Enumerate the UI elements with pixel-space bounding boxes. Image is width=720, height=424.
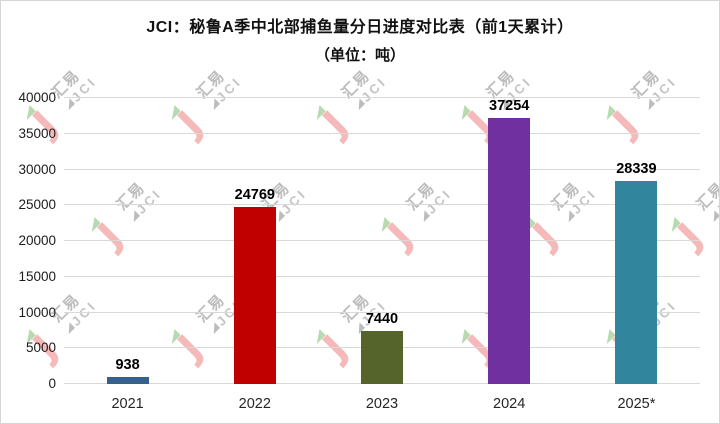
y-tick-label: 25000	[18, 197, 56, 213]
gridline	[64, 132, 700, 134]
y-tick-label: 5000	[25, 340, 56, 356]
y-tick-label: 35000	[18, 125, 56, 141]
gridline	[64, 168, 700, 170]
data-label-2023: 7440	[365, 310, 399, 327]
x-tick-label-2024: 2024	[493, 396, 526, 412]
y-tick-label: 20000	[18, 233, 56, 248]
bar-2022	[233, 206, 276, 384]
x-tick-label-2025*: 2025*	[617, 396, 656, 412]
bar-2023	[361, 330, 403, 384]
bar-2021	[106, 377, 149, 384]
bar-2024	[488, 117, 531, 384]
y-tick-label: 15000	[18, 268, 56, 284]
watermark-en-text: JCI	[706, 186, 720, 225]
x-tick-label-2023: 2023	[365, 396, 399, 412]
gridline	[64, 311, 700, 313]
y-tick-label: 40000	[18, 90, 56, 105]
y-tick-label: 0	[48, 376, 56, 391]
y-tick-label: 10000	[18, 304, 56, 320]
green-accent-icon	[20, 105, 36, 121]
data-label-2022: 24769	[234, 186, 275, 203]
data-label-2025*: 28339	[616, 161, 657, 178]
gridline	[64, 97, 700, 98]
gridline	[64, 204, 700, 206]
chart-title: JCI：秘鲁A季中北部捕鱼量分日进度对比表（前1天累计）	[146, 19, 574, 36]
x-tick-label-2021: 2021	[111, 396, 144, 412]
x-tick-label-2022: 2022	[238, 396, 271, 412]
gridline	[64, 240, 700, 241]
bar-2025*	[615, 181, 658, 384]
arrow-icon	[708, 210, 720, 222]
data-label-2021: 938	[115, 357, 140, 374]
gridline	[64, 275, 700, 277]
y-tick-label: 30000	[18, 161, 56, 177]
plot-area: 938 24769 7440 37254 28339	[64, 97, 700, 384]
data-label-2024: 37254	[489, 97, 530, 114]
chart-subtitle: （单位：吨）	[314, 47, 405, 64]
